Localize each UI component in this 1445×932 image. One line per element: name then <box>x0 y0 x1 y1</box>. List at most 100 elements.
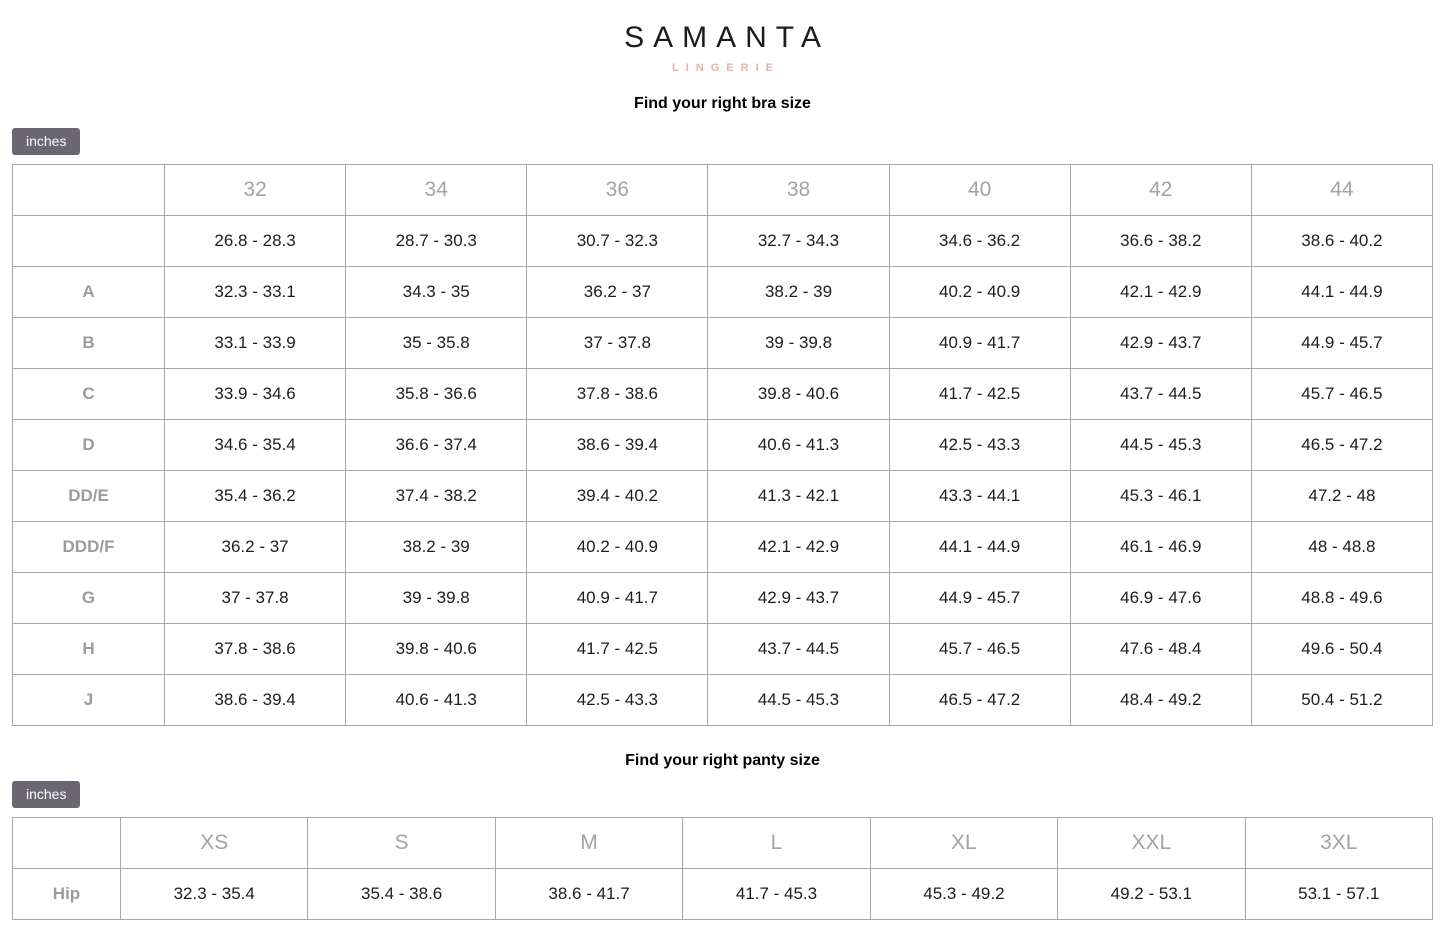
size-range-cell: 40.2 - 40.9 <box>526 521 709 574</box>
size-table-row: D 34.6 - 35.4 36.6 - 37.4 38.6 - 39.4 40.6 -… <box>12 419 1434 472</box>
size-range-cell: 43.7 - 44.5 <box>1069 368 1252 421</box>
size-range-cell: 37 - 37.8 <box>526 317 709 370</box>
size-range-cell: 30.7 - 32.3 <box>526 215 709 268</box>
size-range-cell: 37.4 - 38.2 <box>345 470 528 523</box>
size-range-cell: 43.7 - 44.5 <box>707 623 890 676</box>
size-table-row: DDD/F 36.2 - 37 38.2 - 39 40.2 - 40.9 42.1 -… <box>12 521 1434 574</box>
page-header: SAMANTA LINGERIE <box>0 0 1445 74</box>
row-header: C <box>12 368 165 421</box>
size-guide-main: Find your right bra size inches 32 34 36 38… <box>0 95 1445 921</box>
size-range-cell: 45.7 - 46.5 <box>888 623 1071 676</box>
size-range-cell: 44.5 - 45.3 <box>707 674 890 727</box>
bra-section-title: Find your right bra size <box>634 95 811 112</box>
size-column-header: XS <box>119 817 309 870</box>
size-range-cell: 53.1 - 57.1 <box>1244 868 1434 921</box>
size-range-cell: 44.1 - 44.9 <box>888 521 1071 574</box>
size-table-row: 26.8 - 28.3 28.7 - 30.3 30.7 - 32.3 32.7 - … <box>12 215 1434 268</box>
size-range-cell: 37 - 37.8 <box>163 572 347 625</box>
row-header: H <box>12 623 165 676</box>
size-column-header: 44 <box>1250 164 1434 217</box>
size-range-cell: 28.7 - 30.3 <box>345 215 528 268</box>
size-range-cell: 32.3 - 35.4 <box>119 868 309 921</box>
size-range-cell: 38.6 - 41.7 <box>494 868 684 921</box>
row-header: A <box>12 266 165 319</box>
bra-size-section: Find your right bra size inches 32 34 36 38… <box>0 95 1445 727</box>
size-range-cell: 39 - 39.8 <box>345 572 528 625</box>
size-column-header: S <box>307 817 496 870</box>
size-range-cell: 37.8 - 38.6 <box>163 623 347 676</box>
size-table-row: A 32.3 - 33.1 34.3 - 35 36.2 - 37 38.2 - 39 4… <box>12 266 1434 319</box>
size-column-header: 3XL <box>1244 817 1434 870</box>
size-range-cell: 41.7 - 42.5 <box>526 623 709 676</box>
size-range-cell: 26.8 - 28.3 <box>163 215 347 268</box>
size-range-cell: 41.7 - 45.3 <box>682 868 871 921</box>
size-range-cell: 46.1 - 46.9 <box>1069 521 1252 574</box>
size-range-cell: 40.2 - 40.9 <box>888 266 1071 319</box>
panty-units-inches-button[interactable]: inches <box>12 781 81 809</box>
size-range-cell: 35 - 35.8 <box>345 317 528 370</box>
size-range-cell: 42.5 - 43.3 <box>888 419 1071 472</box>
size-table-row: B 33.1 - 33.9 35 - 35.8 37 - 37.8 39 - 39.8 4… <box>12 317 1434 370</box>
size-column-header: 40 <box>888 164 1071 217</box>
size-column-header: 42 <box>1069 164 1252 217</box>
size-table-row: G 37 - 37.8 39 - 39.8 40.9 - 41.7 42.9 - 43.… <box>12 572 1434 625</box>
size-column-header: M <box>494 817 684 870</box>
bra-units-inches-button[interactable]: inches <box>12 128 81 156</box>
size-range-cell: 48.8 - 49.6 <box>1250 572 1434 625</box>
size-range-cell: 38.6 - 39.4 <box>163 674 347 727</box>
size-table-row: C 33.9 - 34.6 35.8 - 36.6 37.8 - 38.6 39.8 -… <box>12 368 1434 421</box>
row-header: G <box>12 572 165 625</box>
size-range-cell: 38.6 - 39.4 <box>526 419 709 472</box>
size-range-cell: 34.6 - 36.2 <box>888 215 1071 268</box>
size-range-cell: 47.6 - 48.4 <box>1069 623 1252 676</box>
row-header: B <box>12 317 165 370</box>
size-range-cell: 36.6 - 37.4 <box>345 419 528 472</box>
size-range-cell: 39.8 - 40.6 <box>707 368 890 421</box>
size-column-header: 32 <box>163 164 347 217</box>
corner-cell <box>12 164 165 217</box>
size-range-cell: 32.3 - 33.1 <box>163 266 347 319</box>
size-range-cell: 35.4 - 38.6 <box>307 868 496 921</box>
size-column-header: 38 <box>707 164 890 217</box>
panty-size-section: Find your right panty size inches XS S M L X… <box>0 752 1445 921</box>
size-range-cell: 44.5 - 45.3 <box>1069 419 1252 472</box>
size-range-cell: 38.2 - 39 <box>707 266 890 319</box>
size-header-row: XS S M L XL XXL 3XL <box>12 817 1434 870</box>
size-range-cell: 44.1 - 44.9 <box>1250 266 1434 319</box>
size-range-cell: 45.3 - 46.1 <box>1069 470 1252 523</box>
size-range-cell: 44.9 - 45.7 <box>1250 317 1434 370</box>
size-range-cell: 49.6 - 50.4 <box>1250 623 1434 676</box>
row-header: DD/E <box>12 470 165 523</box>
brand-logo: SAMANTA <box>624 21 830 54</box>
size-range-cell: 42.9 - 43.7 <box>707 572 890 625</box>
size-range-cell: 33.1 - 33.9 <box>163 317 347 370</box>
size-column-header: L <box>682 817 871 870</box>
size-column-header: XL <box>869 817 1059 870</box>
size-range-cell: 42.9 - 43.7 <box>1069 317 1252 370</box>
size-range-cell: 45.7 - 46.5 <box>1250 368 1434 421</box>
panty-section-title: Find your right panty size <box>625 752 820 770</box>
size-range-cell: 48 - 48.8 <box>1250 521 1434 574</box>
size-range-cell: 42.1 - 42.9 <box>1069 266 1252 319</box>
size-range-cell: 42.5 - 43.3 <box>526 674 709 727</box>
size-range-cell: 39 - 39.8 <box>707 317 890 370</box>
size-range-cell: 40.9 - 41.7 <box>888 317 1071 370</box>
size-range-cell: 46.5 - 47.2 <box>888 674 1071 727</box>
size-range-cell: 50.4 - 51.2 <box>1250 674 1434 727</box>
row-header: DDD/F <box>12 521 165 574</box>
size-range-cell: 45.3 - 49.2 <box>869 868 1059 921</box>
size-table-row: DD/E 35.4 - 36.2 37.4 - 38.2 39.4 - 40.2 41.… <box>12 470 1434 523</box>
size-table-row: J 38.6 - 39.4 40.6 - 41.3 42.5 - 43.3 44.5 -… <box>12 674 1434 727</box>
row-header: J <box>12 674 165 727</box>
size-range-cell: 49.2 - 53.1 <box>1057 868 1246 921</box>
panty-size-table: XS S M L XL XXL 3XL Hip 32.3 - 35.4 35.4 - 38.6 38… <box>12 817 1434 921</box>
size-column-header: XXL <box>1057 817 1246 870</box>
size-range-cell: 36.6 - 38.2 <box>1069 215 1252 268</box>
bra-size-table: 32 34 36 38 40 42 44 26.8 - 28.3 28.7 - 30.3 30.7… <box>12 164 1434 727</box>
size-range-cell: 44.9 - 45.7 <box>888 572 1071 625</box>
size-range-cell: 36.2 - 37 <box>526 266 709 319</box>
size-range-cell: 48.4 - 49.2 <box>1069 674 1252 727</box>
size-range-cell: 40.6 - 41.3 <box>707 419 890 472</box>
size-range-cell: 43.3 - 44.1 <box>888 470 1071 523</box>
size-range-cell: 39.4 - 40.2 <box>526 470 709 523</box>
